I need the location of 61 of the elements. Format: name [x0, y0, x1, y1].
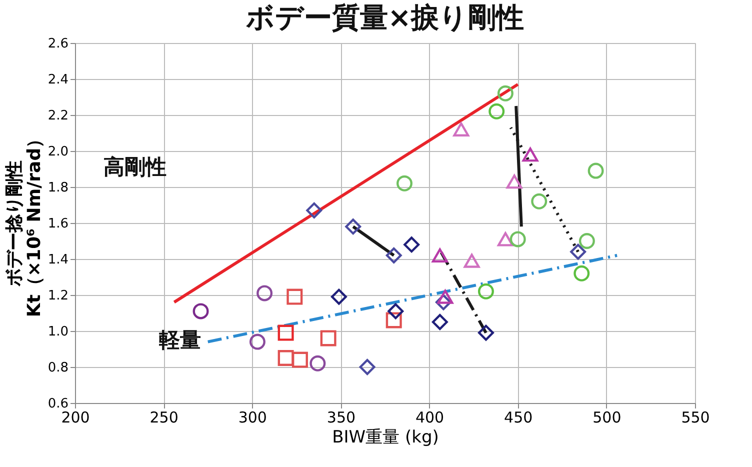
y-tick-label: 2.0: [48, 144, 68, 160]
point: [388, 303, 404, 320]
y-tick-label: 0.8: [48, 360, 68, 376]
point: [478, 324, 494, 341]
point: [497, 85, 514, 102]
y-tick-label: 1.0: [48, 324, 68, 340]
x-tick-label: 400: [415, 408, 444, 426]
x-tick-label: 350: [326, 408, 356, 426]
point: [278, 324, 294, 341]
point: [522, 148, 538, 162]
y-tick-label: 0.6: [48, 396, 68, 412]
point: [432, 248, 448, 262]
point: [192, 303, 209, 320]
x-tick-label: 200: [61, 408, 90, 426]
point: [320, 330, 336, 346]
point: [386, 312, 402, 328]
x-axis-title: BIW重量 (kg): [332, 428, 439, 448]
point: [292, 352, 308, 368]
y-tick-label: 2.4: [48, 72, 68, 88]
x-tick-label: 500: [592, 408, 622, 426]
point: [478, 283, 494, 300]
point: [488, 103, 505, 120]
y-tick-label: 2.2: [48, 108, 68, 124]
annotation: 高剛性: [104, 155, 166, 179]
x-tick-label: 250: [150, 408, 178, 426]
point: [404, 236, 420, 253]
point: [574, 265, 590, 282]
x-tick-label: 550: [681, 408, 710, 426]
point: [506, 174, 522, 189]
y-axis-title: ボデー捻り剛性 Kt（×10⁶ Nm/rad）: [4, 130, 45, 318]
point: [531, 193, 548, 210]
y-tick-label: 1.2: [48, 288, 68, 304]
point: [396, 175, 412, 192]
y-tick-label: 1.8: [48, 180, 68, 196]
chart-title: ボデー質量×捩り剛性: [246, 1, 524, 34]
point: [464, 254, 480, 268]
point: [330, 288, 347, 305]
point: [497, 232, 514, 246]
point: [278, 350, 294, 366]
point: [249, 334, 266, 350]
point: [256, 285, 273, 302]
point: [453, 122, 470, 136]
point: [435, 294, 452, 310]
y-tick-label: 1.6: [48, 216, 68, 232]
point: [578, 233, 595, 249]
annotation: 軽量: [158, 328, 201, 352]
point: [286, 288, 303, 305]
x-tick-label: 450: [504, 408, 533, 426]
point: [588, 162, 604, 179]
point: [386, 247, 402, 264]
point: [306, 202, 322, 218]
point: [437, 290, 454, 304]
point: [432, 314, 448, 330]
point: [510, 231, 526, 248]
point: [359, 359, 376, 375]
point: [310, 355, 326, 372]
y-tick-label: 2.6: [48, 36, 68, 52]
x-tick-label: 300: [238, 408, 267, 426]
point: [345, 218, 362, 235]
y-tick-label: 1.4: [48, 252, 68, 268]
point: [570, 244, 586, 260]
